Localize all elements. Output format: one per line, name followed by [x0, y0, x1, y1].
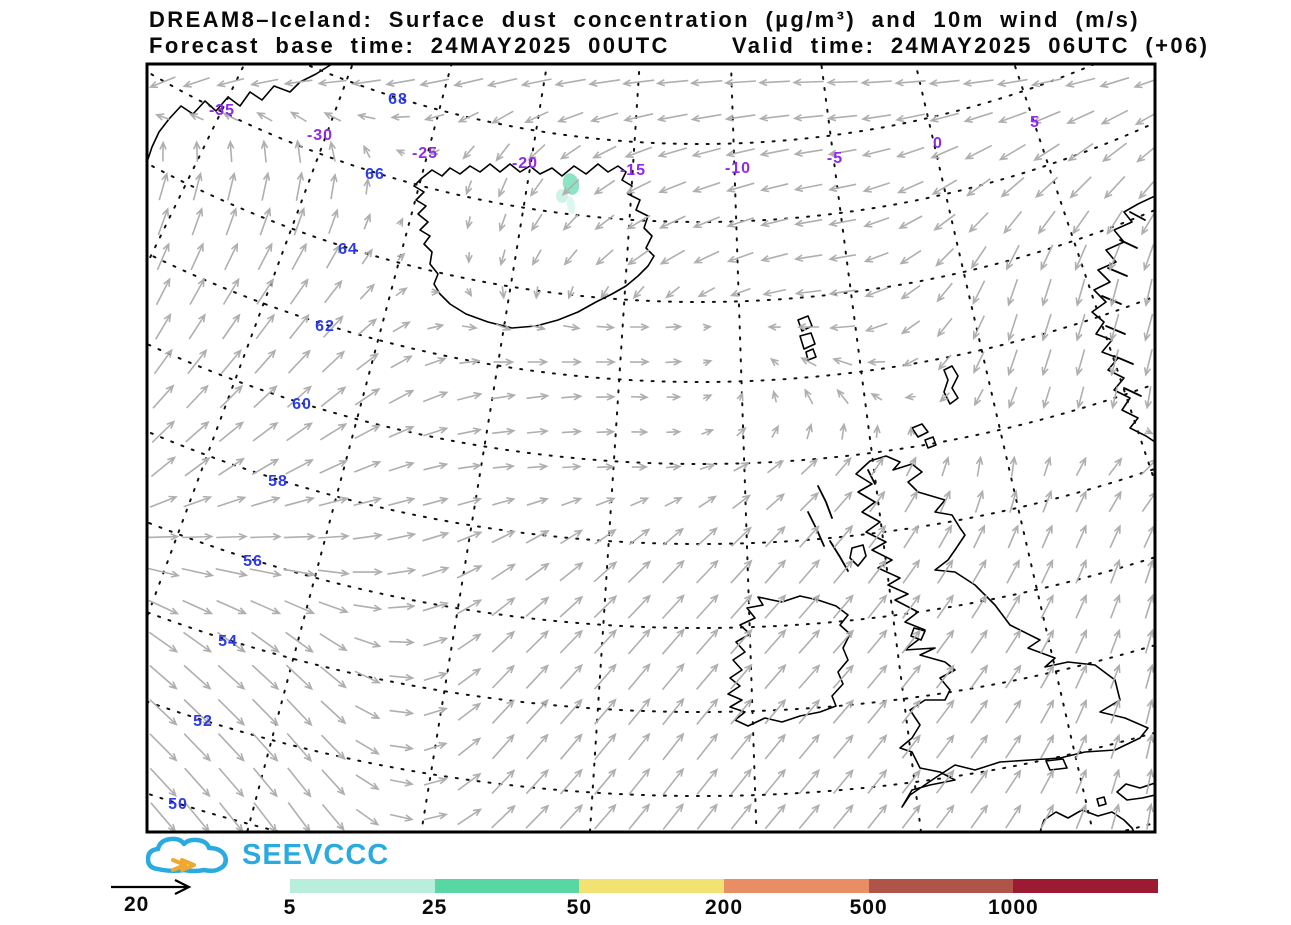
colorbar-label: 500 — [849, 896, 888, 919]
map-frame — [145, 62, 1157, 834]
lat-label: 56 — [243, 553, 263, 570]
colorbar-segment — [434, 879, 580, 893]
coast-hebrides-4 — [867, 469, 876, 485]
coast-greenland — [147, 64, 333, 163]
dust-colorbar: 5 25 50 200 500 1000 — [284, 879, 1159, 919]
meridian--10 — [729, 64, 758, 832]
lat-label: 62 — [315, 318, 335, 335]
meridian-5 — [1013, 64, 1155, 486]
coast-isle-of-wight — [1045, 758, 1068, 771]
lon-label: -20 — [512, 155, 538, 172]
colorbar-segment — [868, 879, 1014, 893]
lat-label: 68 — [388, 91, 408, 108]
colorbar-segment — [724, 879, 869, 893]
meridian--35 — [147, 64, 246, 267]
lon-label: -15 — [620, 162, 646, 179]
lat-label: 64 — [338, 241, 358, 258]
graticule-labels: -35 -30 -25 -20 -15 -10 -5 0 5 68 66 64 62 60 58 56 54 52… — [168, 91, 1040, 813]
coast-shetland — [943, 365, 959, 405]
seevccc-logo: SEEVCCC — [146, 834, 389, 876]
logo-arrow-icon — [171, 858, 196, 872]
meridian-0 — [914, 64, 1094, 832]
coast-norway — [1091, 195, 1155, 443]
coast-hebrides-3 — [829, 540, 849, 572]
chart-title: DREAM8–Iceland: Surface dust concentrati… — [149, 7, 1140, 32]
coast-fjord-1 — [1129, 211, 1146, 221]
coast-fjord-6 — [1113, 355, 1134, 365]
lon-label: 5 — [1030, 114, 1040, 131]
dust-layer — [556, 173, 580, 214]
coast-hebrides-1 — [817, 485, 833, 519]
coastline-layer — [147, 64, 1155, 832]
coast-orkney-2 — [924, 436, 937, 449]
lat-label: 66 — [365, 166, 385, 183]
lat-label: 52 — [193, 713, 213, 730]
wind-reference-arrow — [111, 879, 192, 895]
dust-patch — [562, 173, 580, 195]
coast-channel-island — [1096, 796, 1107, 807]
lon-label: -25 — [412, 145, 438, 162]
lon-label: 0 — [933, 135, 943, 152]
wind-arrows-layer — [147, 76, 1155, 832]
coast-normandy — [1116, 782, 1155, 801]
colorbar-label: 5 — [283, 896, 297, 919]
meridian--20 — [420, 64, 549, 832]
colorbar-segment — [290, 879, 435, 893]
coast-fjord-7 — [1123, 387, 1142, 397]
wind-reference-label: 20 — [124, 893, 150, 916]
lat-label: 58 — [268, 473, 288, 490]
coast-skye — [849, 544, 867, 567]
coast-orkney-1 — [911, 423, 929, 438]
coast-iceland — [413, 163, 655, 329]
coast-great-britain — [855, 455, 1149, 808]
meridian--30 — [147, 64, 354, 620]
lon-label: -5 — [827, 150, 843, 167]
meridian--25 — [246, 64, 453, 832]
dust-patch — [566, 196, 576, 214]
lon-label: -10 — [725, 160, 751, 177]
colorbar-segment — [1013, 879, 1159, 893]
colorbar-label: 1000 — [987, 896, 1039, 919]
lat-label: 54 — [218, 633, 238, 650]
coast-faroe-3 — [805, 348, 817, 361]
coast-fjord-2 — [1119, 239, 1138, 249]
coast-brittany — [1039, 809, 1135, 832]
colorbar-label: 50 — [566, 896, 593, 919]
meridian--5 — [820, 64, 923, 832]
lat-label: 50 — [168, 796, 188, 813]
colorbar-label: 200 — [704, 896, 744, 919]
parallel-62 — [147, 251, 1155, 383]
lon-label: -35 — [209, 102, 235, 119]
colorbar-label: 25 — [421, 896, 448, 919]
chart-subtitle: Forecast base time: 24MAY2025 00UTC Vali… — [149, 33, 1210, 58]
coast-fjord-5 — [1105, 325, 1126, 335]
cloud-logo-icon — [146, 836, 228, 874]
lat-label: 60 — [292, 396, 312, 413]
logo-text: SEEVCCC — [242, 838, 390, 871]
coast-faroe-2 — [799, 332, 816, 350]
lon-label: -30 — [307, 127, 333, 144]
colorbar-segment — [579, 879, 725, 893]
